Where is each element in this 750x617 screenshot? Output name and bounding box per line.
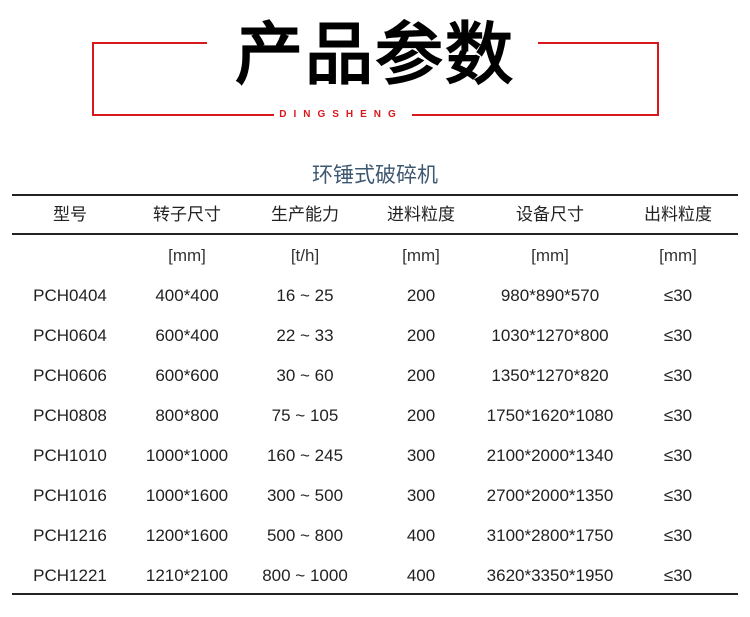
table-cell: ≤30 [663,286,693,305]
table-cell: 300 ~ 500 [266,486,344,505]
table-cell: 22 ~ 33 [276,326,334,345]
table-cell: ≤30 [663,566,693,585]
page-title: 产品参数 [234,16,515,95]
table-cell: 300 [406,486,436,505]
brand-label: DINGSHENG [279,109,403,120]
table-cell: 600*600 [155,366,219,385]
table-cell: 1350*1270*820 [491,366,609,385]
table-cell: 400 [406,526,436,545]
table-caption: 环锤式破碎机 [312,164,438,187]
table-cell: PCH1010 [33,446,107,465]
table-cell: 1210*2100 [145,566,229,585]
table-cell: 3620*3350*1950 [486,566,614,585]
table-cell: 1000*1000 [145,446,229,465]
table-cell: 1200*1600 [145,526,229,545]
table-cell: 200 [406,286,436,305]
table-cell: 2700*2000*1350 [486,486,614,505]
table-cell: 300 [406,446,436,465]
table-cell: PCH1216 [33,526,107,545]
table-cell: ≤30 [663,446,693,465]
column-header: 出料粒度 [644,205,712,224]
table-cell: ≤30 [663,326,693,345]
table-cell: ≤30 [663,366,693,385]
table-cell: 800*800 [155,406,219,425]
table-cell: 200 [406,326,436,345]
table-cell: PCH0404 [33,286,107,305]
table-cell: 75 ~ 105 [271,406,339,425]
table-cell: 16 ~ 25 [276,286,334,305]
table-cell: 160 ~ 245 [266,446,344,465]
table-cell: PCH0808 [33,406,107,425]
table-cell: PCH0604 [33,326,107,345]
table-cell: PCH1221 [33,566,107,585]
unit-cell: [mm] [402,246,440,265]
unit-cell: [t/h] [290,246,320,265]
column-header: 设备尺寸 [516,205,584,224]
unit-cell: [mm] [168,246,206,265]
table-cell: 30 ~ 60 [276,366,334,385]
table-cell: 1000*1600 [145,486,229,505]
table-cell: 400*400 [155,286,219,305]
table-cell: ≤30 [663,406,693,425]
table-cell: 1750*1620*1080 [486,406,614,425]
table-cell: 200 [406,366,436,385]
unit-cell: [mm] [531,246,569,265]
table-cell: PCH0606 [33,366,107,385]
table-cell: 600*400 [155,326,219,345]
table-cell: ≤30 [663,526,693,545]
table-cell: 400 [406,566,436,585]
table-cell: 2100*2000*1340 [486,446,614,465]
column-header: 转子尺寸 [153,205,221,224]
column-header: 进料粒度 [387,205,455,224]
column-header: 生产能力 [271,205,339,224]
table-top-rule [12,194,738,196]
table-cell: 1030*1270*800 [491,326,609,345]
table-cell: 800 ~ 1000 [262,566,348,585]
table-cell: 200 [406,406,436,425]
table-cell: PCH1016 [33,486,107,505]
table-cell: 500 ~ 800 [266,526,344,545]
column-header: 型号 [53,205,87,224]
table-bottom-rule [12,593,738,595]
unit-cell: [mm] [659,246,697,265]
table-cell: 3100*2800*1750 [486,526,614,545]
header-rule [12,233,738,235]
table-cell: 980*890*570 [500,286,600,305]
table-cell: ≤30 [663,486,693,505]
